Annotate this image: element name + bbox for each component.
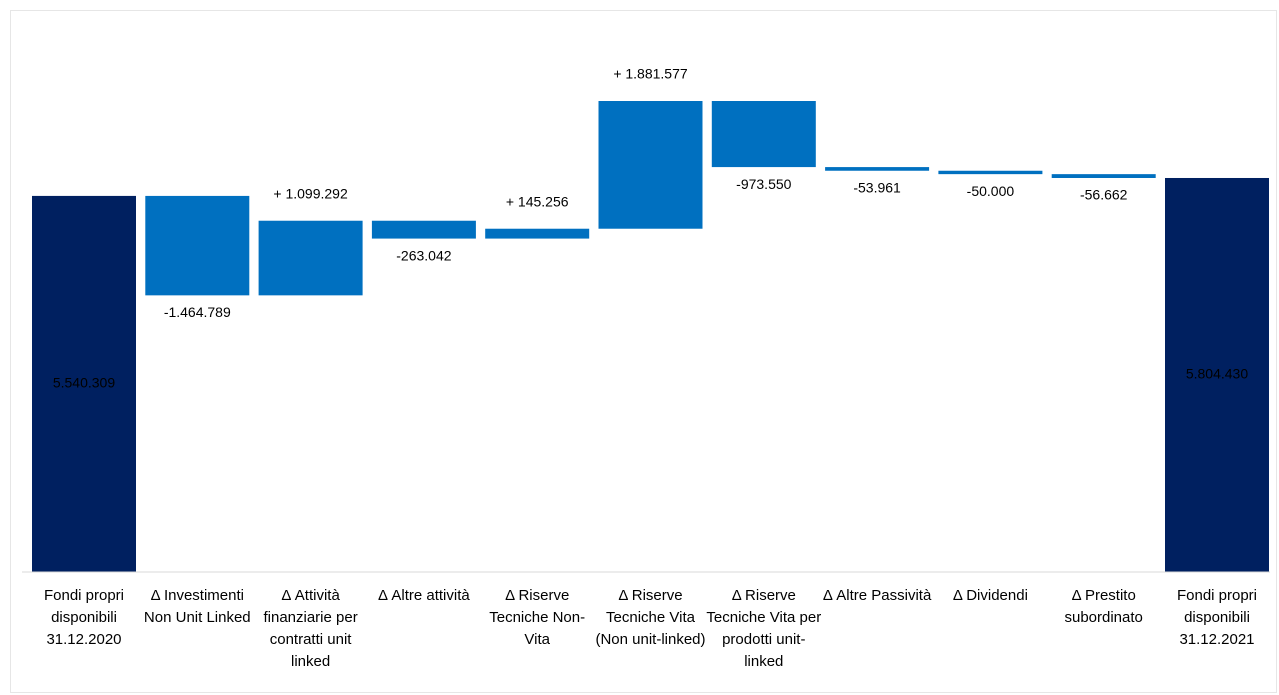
value-label: + 1.881.577: [613, 66, 688, 82]
delta-bar: [825, 167, 930, 171]
total-bar: [32, 195, 136, 573]
chart-frame: [10, 10, 1277, 693]
delta-bar: [1051, 174, 1156, 178]
value-label: 5.540.309: [53, 375, 115, 391]
value-label: + 1.099.292: [273, 185, 348, 201]
value-label: -263.042: [396, 247, 451, 263]
delta-bar: [258, 220, 363, 296]
value-label: -50.000: [967, 183, 1015, 199]
delta-bar: [711, 101, 816, 168]
delta-bar: [485, 228, 590, 239]
value-label: -973.550: [736, 176, 791, 192]
delta-bar: [371, 220, 476, 239]
delta-bar: [938, 170, 1043, 175]
value-label: + 145.256: [506, 193, 569, 209]
category-label: Δ Altre attività: [378, 587, 470, 604]
total-bar: [1165, 177, 1269, 573]
category-label: Δ Investimenti Non Unit Linked: [143, 587, 251, 626]
category-label: Δ Riserve Tecniche Vita per prodotti uni…: [706, 587, 822, 670]
value-label: -1.464.789: [164, 304, 231, 320]
category-label: Δ Prestito subordinato: [1064, 587, 1143, 626]
category-label: Δ Attività finanziarie per contratti uni…: [263, 587, 358, 670]
value-label: 5.804.430: [1186, 366, 1248, 382]
value-label: -56.662: [1080, 187, 1128, 203]
value-label: -53.961: [853, 179, 901, 195]
category-label: Δ Dividendi: [952, 587, 1028, 604]
category-label: Fondi propri disponibili 31.12.2020: [43, 587, 125, 648]
delta-bar: [145, 195, 250, 296]
category-label: Fondi propri disponibili 31.12.2021: [1176, 587, 1258, 648]
category-label: Δ Altre Passività: [822, 587, 932, 604]
category-label: Δ Riserve Tecniche Vita (Non unit-linked…: [595, 587, 706, 648]
delta-bar: [598, 101, 703, 229]
category-label: Δ Riserve Tecniche Non-Vita: [489, 587, 586, 648]
